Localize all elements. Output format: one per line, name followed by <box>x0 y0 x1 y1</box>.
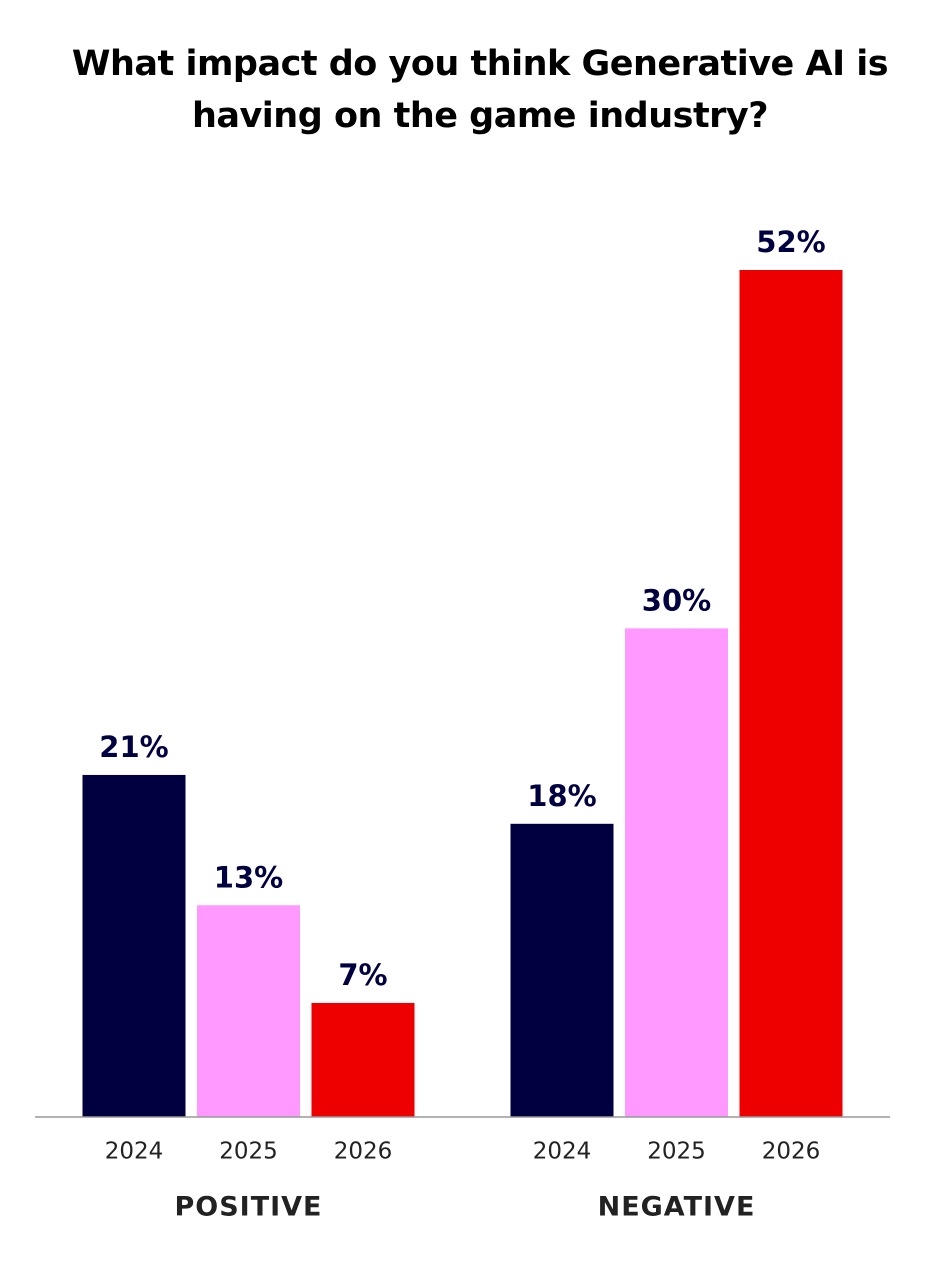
bar <box>197 905 300 1117</box>
chart-title: What impact do you think Generative AI i… <box>71 44 889 136</box>
year-label: 2026 <box>334 1139 393 1165</box>
bar <box>311 1002 415 1117</box>
bar <box>625 628 728 1117</box>
year-label: 2025 <box>647 1139 706 1165</box>
value-label: 18% <box>527 779 596 813</box>
bar <box>739 270 843 1117</box>
bar <box>82 774 186 1117</box>
year-label: 2024 <box>105 1139 164 1165</box>
category-label: POSITIVE <box>174 1192 322 1223</box>
value-label: 30% <box>642 583 711 617</box>
value-label: 7% <box>338 958 387 992</box>
value-label: 13% <box>214 860 283 894</box>
year-label: 2025 <box>219 1139 278 1165</box>
bar <box>510 823 614 1117</box>
year-label: 2026 <box>762 1139 821 1165</box>
category-label: NEGATIVE <box>598 1192 756 1223</box>
year-label: 2024 <box>533 1139 592 1165</box>
value-label: 52% <box>756 225 825 259</box>
value-label: 21% <box>99 730 168 764</box>
